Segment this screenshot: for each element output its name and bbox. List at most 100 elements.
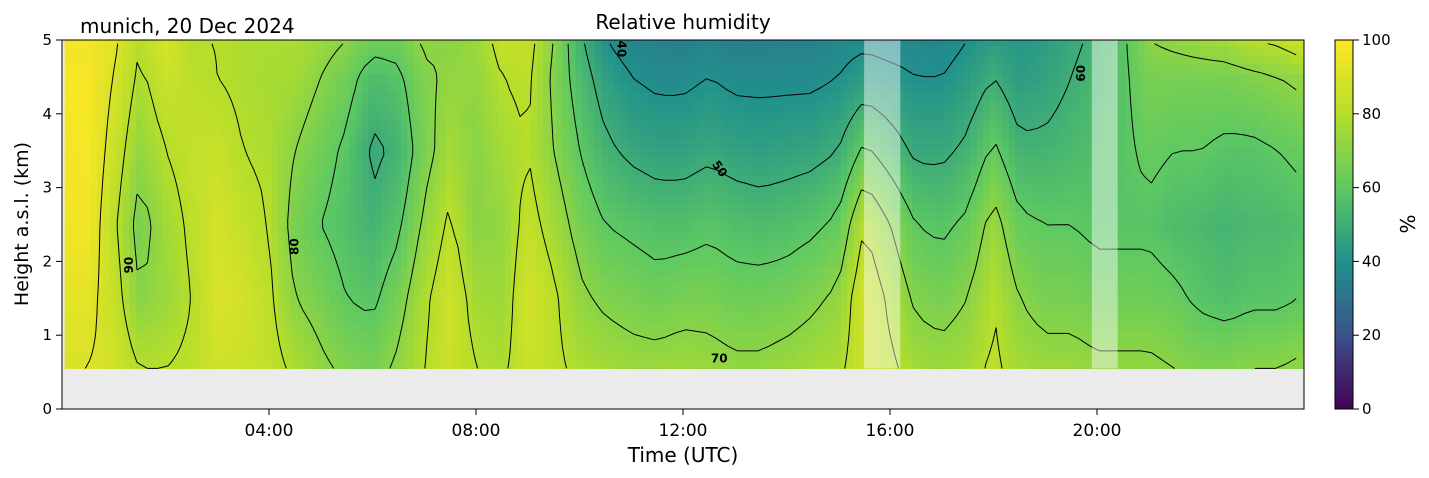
- heat-cell: [582, 147, 590, 157]
- heat-cell: [556, 137, 564, 148]
- heat-cell: [413, 128, 421, 139]
- heat-cell: [672, 165, 680, 176]
- heat-cell: [394, 220, 402, 231]
- heat-cell: [232, 322, 240, 333]
- heat-cell: [672, 202, 680, 213]
- heat-cell: [290, 40, 299, 47]
- heat-cell: [827, 276, 835, 286]
- heat-cell: [814, 239, 823, 250]
- heat-cell: [491, 340, 499, 351]
- heat-cell: [452, 349, 460, 360]
- heat-cell: [316, 193, 324, 203]
- heat-cell: [142, 165, 150, 176]
- heat-cell: [646, 183, 654, 194]
- heat-cell: [879, 266, 887, 277]
- heat-cell: [278, 82, 286, 93]
- heat-cell: [821, 193, 829, 203]
- heat-cell: [633, 110, 641, 120]
- heat-cell: [148, 165, 156, 176]
- heat-cell: [918, 156, 926, 167]
- heat-cell: [284, 202, 292, 213]
- heat-cell: [582, 340, 590, 351]
- heat-cell: [420, 266, 428, 277]
- heat-cell: [562, 359, 570, 370]
- heat-cell: [219, 359, 227, 370]
- heat-cell: [575, 100, 583, 111]
- heat-cell: [323, 100, 331, 111]
- heat-cell: [536, 257, 544, 268]
- heat-cell: [161, 183, 169, 194]
- heat-cell: [71, 303, 79, 314]
- heat-cell: [556, 119, 564, 130]
- heat-cell: [646, 349, 654, 360]
- heat-cell: [122, 174, 130, 185]
- heat-cell: [633, 359, 641, 370]
- heat-cell: [109, 91, 117, 102]
- heat-cell: [90, 40, 98, 47]
- heat-cell: [420, 349, 428, 360]
- heat-cell: [96, 322, 104, 333]
- heat-cell: [323, 45, 331, 56]
- heat-cell: [193, 202, 202, 213]
- heat-cell: [400, 331, 409, 342]
- heat-cell: [200, 63, 208, 74]
- heat-cell: [174, 359, 182, 370]
- heat-cell: [931, 147, 939, 157]
- heat-cell: [472, 128, 480, 139]
- heat-cell: [271, 183, 279, 194]
- heat-cell: [213, 54, 221, 65]
- heat-cell: [193, 73, 202, 84]
- heat-cell: [601, 147, 609, 157]
- heat-cell: [653, 63, 661, 74]
- heat-cell: [400, 40, 409, 47]
- heat-cell: [724, 45, 732, 56]
- heat-cell: [446, 165, 454, 176]
- heat-cell: [614, 276, 622, 286]
- heat-cell: [252, 156, 260, 167]
- heat-cell: [892, 230, 900, 240]
- heat-cell: [187, 202, 195, 213]
- heat-cell: [802, 331, 810, 342]
- heat-cell: [90, 128, 98, 139]
- heat-cell: [950, 266, 958, 277]
- heat-cell: [795, 156, 803, 167]
- heat-cell: [96, 303, 104, 314]
- heat-cell: [711, 45, 719, 56]
- heat-cell: [918, 110, 926, 120]
- heat-cell: [886, 54, 894, 65]
- heat-cell: [944, 359, 952, 370]
- heat-cell: [743, 294, 751, 305]
- heat-cell: [601, 285, 609, 296]
- heat-cell: [802, 193, 810, 203]
- heat-cell: [950, 294, 958, 305]
- heat-cell: [808, 54, 816, 65]
- heat-cell: [614, 359, 622, 370]
- heat-cell: [659, 349, 667, 360]
- heat-cell: [504, 137, 512, 148]
- heat-cell: [245, 119, 253, 130]
- heat-cell: [181, 322, 189, 333]
- heat-cell: [478, 202, 486, 213]
- heat-cell: [549, 119, 557, 130]
- heat-cell: [265, 165, 273, 176]
- heat-cell: [769, 183, 777, 194]
- heat-cell: [873, 156, 881, 167]
- heat-cell: [329, 54, 337, 65]
- heat-cell: [892, 174, 900, 185]
- heat-cell: [782, 40, 790, 47]
- heat-cell: [633, 91, 641, 102]
- heat-cell: [886, 156, 894, 167]
- heat-cell: [200, 294, 208, 305]
- heat-cell: [860, 285, 868, 296]
- heat-cell: [860, 54, 868, 65]
- heat-cell: [821, 340, 829, 351]
- heat-cell: [122, 239, 130, 250]
- heat-cell: [83, 63, 92, 74]
- heat-cell: [724, 322, 732, 333]
- heat-cell: [756, 220, 764, 231]
- heat-cell: [517, 156, 525, 167]
- heat-cell: [446, 91, 454, 102]
- heat-cell: [704, 303, 713, 314]
- heat-cell: [375, 285, 383, 296]
- heat-cell: [64, 202, 72, 213]
